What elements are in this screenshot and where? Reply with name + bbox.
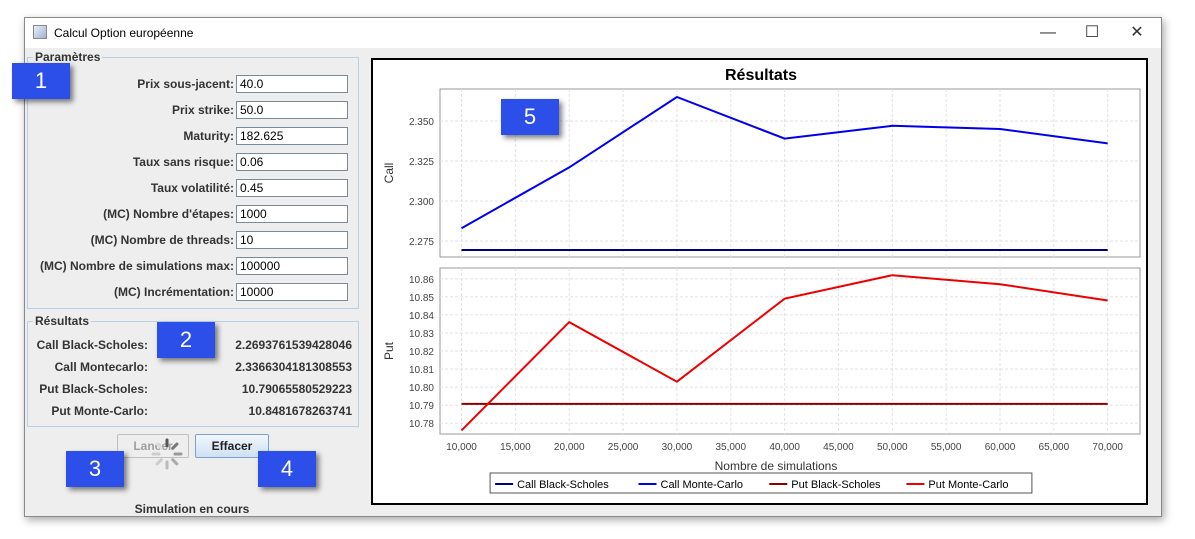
x-tick-label: 30,000 [662, 442, 693, 453]
maturity-input[interactable] [236, 127, 348, 145]
y-tick-label-put: 10.86 [409, 275, 434, 286]
java-app-icon [33, 25, 47, 39]
params-group-title: Paramètres [33, 50, 103, 64]
increment-input[interactable] [236, 283, 348, 301]
y-tick-label-put: 10.80 [409, 383, 434, 394]
y-tick-label-put: 10.85 [409, 293, 434, 304]
risk-free-rate-input[interactable] [236, 153, 348, 171]
clear-button[interactable]: Effacer [195, 434, 269, 458]
legend-entry-call-black-scholes: Call Black-Scholes [517, 479, 609, 491]
status-text: Simulation en cours [134, 502, 250, 516]
title-bar[interactable]: Calcul Option européenne — ☐ ✕ [25, 18, 1161, 48]
results-chart: Résultats 2.275 2.300 2.325 2.350 Call 10.78 1… [382, 67, 1141, 494]
param-label-strike: Prix strike: [171, 103, 234, 117]
legend-entry-put-monte-carlo: Put Monte-Carlo [928, 479, 1008, 491]
y-tick-label-put: 10.84 [409, 311, 434, 322]
annotation-badge-4: 4 [258, 451, 316, 487]
result-label-put-bs: Put Black-Scholes: [39, 382, 148, 396]
series-line-put-monte-carlo [460, 274, 1108, 432]
annotation-badge-2: 2 [157, 322, 215, 358]
param-label-threads: (MC) Nombre de threads: [90, 233, 234, 247]
max-simulations-input[interactable] [236, 257, 348, 275]
x-tick-label: 40,000 [769, 442, 800, 453]
x-tick-label: 35,000 [715, 442, 746, 453]
threads-input[interactable] [236, 231, 348, 249]
y-tick-label-put: 10.78 [409, 419, 434, 430]
volatility-input[interactable] [236, 179, 348, 197]
y-tick-label-call: 2.350 [409, 117, 434, 128]
chart-panel: Résultats 2.275 2.300 2.325 2.350 Call 10.78 1… [371, 58, 1148, 505]
strike-price-input[interactable] [236, 101, 348, 119]
x-tick-label: 65,000 [1039, 442, 1070, 453]
y-axis-label-put: Put [382, 341, 396, 360]
result-value-put-bs: 10.79065580529223 [241, 382, 352, 396]
x-tick-label: 55,000 [931, 442, 962, 453]
window-title: Calcul Option européenne [54, 26, 194, 40]
annotation-badge-1: 1 [12, 63, 70, 99]
param-label-volatility: Taux volatilité: [150, 181, 234, 195]
underlying-price-input[interactable] [236, 75, 348, 93]
x-tick-label: 20,000 [554, 442, 585, 453]
y-tick-label-put: 10.82 [409, 347, 434, 358]
results-group: Résultats Call Black-Scholes: 2.26937615… [27, 314, 359, 427]
param-label-maturity: Maturity: [183, 129, 234, 143]
annotation-badge-5: 5 [501, 99, 559, 135]
legend-box [489, 472, 1033, 494]
steps-input[interactable] [236, 205, 348, 223]
y-tick-label-call: 2.300 [409, 197, 434, 208]
param-label-steps: (MC) Nombre d'étapes: [103, 207, 234, 221]
y-tick-label-put: 10.79 [409, 401, 434, 412]
chart-title: Résultats [725, 67, 797, 84]
results-group-title: Résultats [33, 314, 92, 328]
x-tick-label: 45,000 [823, 442, 854, 453]
series-line-call-monte-carlo [461, 95, 1108, 230]
y-axis-label-call: Call [382, 163, 396, 184]
y-tick-label-put: 10.83 [409, 329, 434, 340]
result-value-put-mc: 10.8481678263741 [248, 404, 352, 418]
result-value-call-bs: 2.2693761539428046 [235, 338, 352, 352]
param-label-risk-free-rate: Taux sans risque: [132, 155, 234, 169]
loading-spinner-icon [151, 438, 183, 470]
legend-entry-put-black-scholes: Put Black-Scholes [791, 479, 881, 491]
param-label-underlying: Prix sous-jacent: [137, 77, 234, 91]
result-value-call-mc: 2.3366304181308553 [235, 360, 352, 374]
x-tick-label: 60,000 [985, 442, 1016, 453]
param-label-increment: (MC) Incrémentation: [114, 285, 234, 299]
y-tick-label-call: 2.275 [409, 237, 434, 248]
annotation-badge-3: 3 [66, 451, 124, 487]
result-label-call-bs: Call Black-Scholes: [36, 338, 148, 352]
x-tick-label: 70,000 [1092, 442, 1123, 453]
params-group: Paramètres Prix sous-jacent: Prix strike… [27, 50, 359, 309]
x-axis-label: Nombre de simulations [715, 459, 838, 473]
x-tick-label: 10,000 [446, 442, 477, 453]
result-label-put-mc: Put Monte-Carlo: [51, 404, 148, 418]
maximize-button[interactable]: ☐ [1084, 24, 1100, 41]
y-tick-label-put: 10.81 [409, 365, 434, 376]
x-tick-label: 25,000 [608, 442, 639, 453]
y-tick-label-call: 2.325 [409, 157, 434, 168]
x-tick-label: 50,000 [877, 442, 908, 453]
minimize-button[interactable]: — [1040, 24, 1056, 41]
param-label-max-simulations: (MC) Nombre de simulations max: [39, 259, 234, 273]
close-button[interactable]: ✕ [1130, 24, 1144, 41]
legend-entry-call-monte-carlo: Call Monte-Carlo [661, 479, 744, 491]
x-tick-label: 15,000 [500, 442, 531, 453]
result-label-call-mc: Call Montecarlo: [54, 360, 148, 374]
